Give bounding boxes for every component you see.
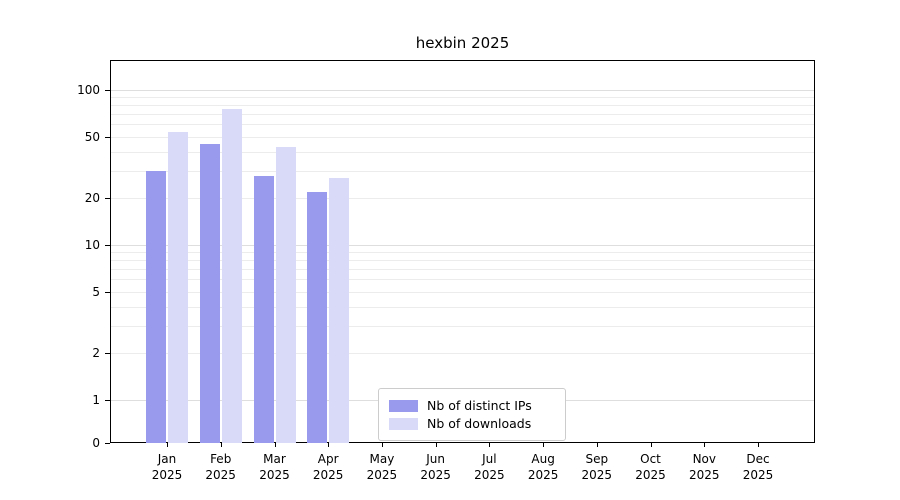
plot-area [110, 60, 815, 443]
x-tick-label: Dec 2025 [728, 451, 788, 483]
x-tick-mark [543, 443, 545, 447]
y-tick-mark [105, 198, 110, 200]
x-tick-mark [489, 443, 491, 447]
x-tick-year: 2025 [205, 468, 236, 482]
x-tick-month: Mar [263, 452, 286, 466]
y-tick-label: 20 [84, 191, 100, 206]
x-tick-mark [274, 443, 276, 447]
x-tick-label: Jun 2025 [406, 451, 466, 483]
y-tick-mark [105, 245, 110, 246]
x-tick-label: Oct 2025 [621, 451, 681, 483]
x-tick-year: 2025 [366, 468, 398, 482]
x-tick-year: 2025 [527, 468, 559, 482]
x-tick-label: Nov 2025 [674, 451, 734, 483]
legend: Nb of distinct IPs Nb of downloads [378, 388, 566, 441]
y-tick-label: 5 [92, 284, 100, 299]
x-tick-label: May 2025 [352, 451, 412, 483]
x-tick-month: Jul [482, 452, 497, 466]
y-tick-label: 100 [77, 83, 100, 97]
legend-label-distinct-ips: Nb of distinct IPs [427, 398, 532, 413]
y-tick-mark [105, 136, 110, 138]
x-tick-mark [758, 443, 759, 447]
x-tick-mark [650, 443, 652, 447]
y-tick-mark [105, 443, 110, 444]
x-tick-month: Feb [210, 452, 232, 466]
y-tick-label: 0 [92, 436, 100, 450]
y-tick-label: 10 [84, 238, 100, 252]
x-tick-year: 2025 [151, 468, 183, 482]
x-tick-mark [167, 443, 168, 447]
y-tick-mark [105, 291, 110, 293]
x-tick-month: Apr [317, 452, 339, 466]
x-tick-month: Sep [585, 452, 609, 466]
legend-item-distinct-ips: Nb of distinct IPs [389, 398, 555, 413]
x-tick-year: 2025 [742, 468, 774, 482]
x-tick-mark [381, 443, 383, 447]
x-tick-label: Apr 2025 [298, 451, 358, 483]
x-tick-label: Aug 2025 [513, 451, 573, 483]
x-tick-label: Jul 2025 [459, 451, 519, 483]
x-tick-month: Nov [692, 452, 716, 466]
x-tick-year: 2025 [312, 468, 344, 482]
x-tick-month: May [369, 452, 395, 466]
x-tick-mark [435, 443, 437, 447]
y-tick-mark [105, 400, 110, 401]
x-tick-month: Jun [426, 452, 445, 466]
x-tick-mark [596, 443, 598, 447]
y-tick-mark [105, 353, 110, 355]
x-tick-label: Mar 2025 [245, 451, 305, 483]
x-tick-label: Feb 2025 [191, 451, 251, 483]
legend-item-downloads: Nb of downloads [389, 416, 555, 431]
x-tick-year: 2025 [635, 468, 666, 482]
x-tick-year: 2025 [689, 468, 720, 482]
x-tick-mark [220, 443, 222, 447]
x-tick-month: Oct [640, 452, 661, 466]
x-tick-year: 2025 [420, 468, 451, 482]
x-tick-mark [328, 443, 330, 447]
x-tick-year: 2025 [474, 468, 505, 482]
x-tick-month: Aug [531, 452, 555, 466]
x-tick-label: Jan 2025 [137, 451, 197, 483]
chart-title: hexbin 2025 [415, 34, 510, 52]
legend-swatch-downloads [389, 417, 418, 430]
x-tick-year: 2025 [259, 468, 290, 482]
y-tick-mark [105, 90, 110, 91]
y-tick-label: 2 [92, 346, 100, 361]
legend-label-downloads: Nb of downloads [427, 416, 532, 431]
x-tick-month: Dec [746, 452, 770, 466]
x-tick-year: 2025 [581, 468, 613, 482]
x-tick-mark [704, 443, 706, 447]
legend-swatch-distinct-ips [389, 399, 418, 412]
x-tick-label: Sep 2025 [567, 451, 627, 483]
y-tick-label: 50 [84, 129, 100, 144]
y-tick-label: 1 [92, 393, 100, 407]
x-tick-month: Jan [157, 452, 177, 466]
